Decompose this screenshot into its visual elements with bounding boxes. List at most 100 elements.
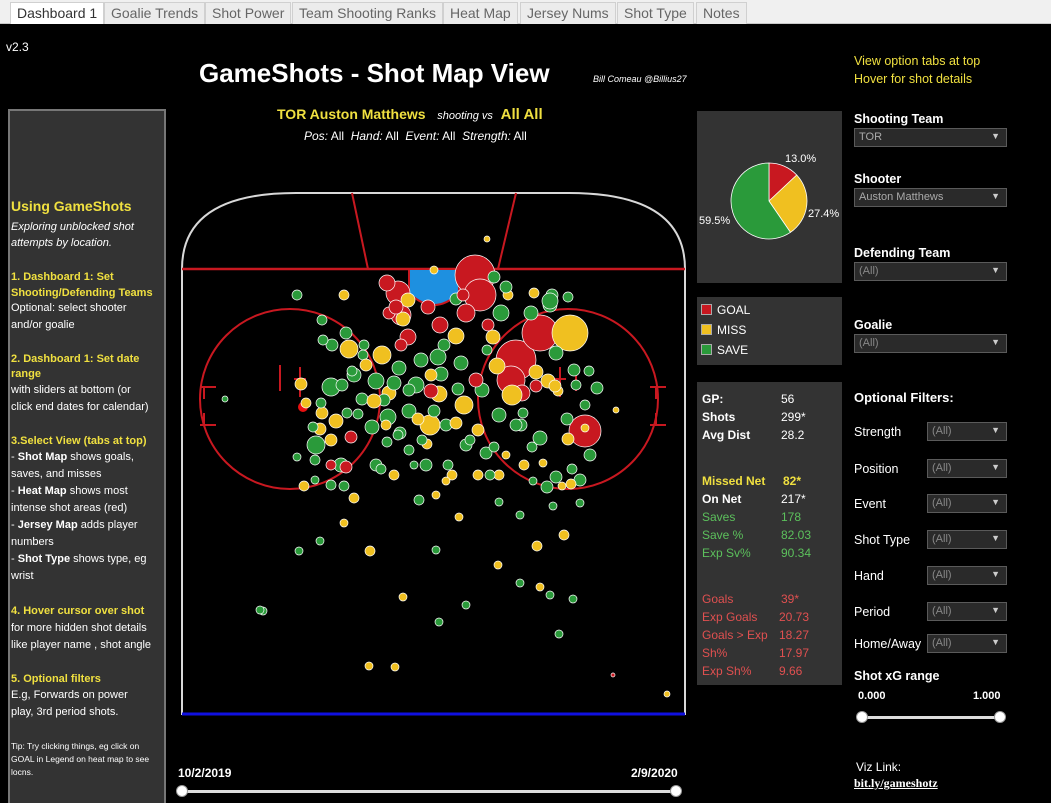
save-shot-marker[interactable] bbox=[352, 408, 364, 420]
legend-save[interactable]: SAVE bbox=[701, 343, 748, 357]
miss-shot-marker[interactable] bbox=[518, 459, 530, 471]
save-shot-marker[interactable] bbox=[255, 605, 265, 615]
goal-shot-marker[interactable] bbox=[344, 430, 358, 444]
save-shot-marker[interactable] bbox=[464, 434, 476, 446]
save-shot-marker[interactable] bbox=[481, 344, 493, 356]
miss-shot-marker[interactable] bbox=[338, 289, 350, 301]
miss-shot-marker[interactable] bbox=[411, 412, 425, 426]
save-shot-marker[interactable] bbox=[419, 458, 433, 472]
save-shot-marker[interactable] bbox=[451, 382, 465, 396]
miss-shot-marker[interactable] bbox=[535, 582, 545, 592]
outcome-pie-chart[interactable]: 13.0% 27.4% 59.5% bbox=[697, 111, 842, 283]
start-date[interactable]: 10/2/2019 bbox=[178, 766, 232, 780]
save-shot-marker[interactable] bbox=[526, 441, 538, 453]
xg-slider-min-handle[interactable] bbox=[856, 711, 868, 723]
goal-shot-marker[interactable] bbox=[388, 299, 404, 315]
save-shot-marker[interactable] bbox=[294, 546, 304, 556]
tab-goalie-trends[interactable]: Goalie Trends bbox=[104, 2, 206, 24]
save-shot-marker[interactable] bbox=[545, 590, 555, 600]
goal-shot-marker[interactable] bbox=[610, 672, 616, 678]
save-shot-marker[interactable] bbox=[346, 365, 358, 377]
miss-shot-marker[interactable] bbox=[315, 406, 329, 420]
miss-shot-marker[interactable] bbox=[348, 492, 360, 504]
end-date[interactable]: 2/9/2020 bbox=[631, 766, 678, 780]
shot-markers[interactable] bbox=[221, 235, 671, 698]
miss-shot-marker[interactable] bbox=[298, 480, 310, 492]
save-shot-marker[interactable] bbox=[549, 470, 563, 484]
rink-shot-map[interactable] bbox=[176, 185, 691, 725]
save-shot-marker[interactable] bbox=[401, 403, 417, 419]
goal-shot-marker[interactable] bbox=[456, 288, 470, 302]
tab-dashboard-1[interactable]: Dashboard 1 bbox=[10, 2, 105, 24]
pie-slice-save[interactable] bbox=[730, 162, 792, 240]
home-away-dropdown[interactable]: (All) ▼ bbox=[927, 634, 1007, 653]
tab-notes[interactable]: Notes bbox=[696, 2, 747, 24]
goal-shot-marker[interactable] bbox=[423, 383, 439, 399]
tab-shot-type[interactable]: Shot Type bbox=[617, 2, 694, 24]
save-shot-marker[interactable] bbox=[221, 395, 229, 403]
miss-shot-marker[interactable] bbox=[380, 419, 392, 431]
miss-shot-marker[interactable] bbox=[483, 235, 491, 243]
defending-team-dropdown[interactable]: (All) ▼ bbox=[854, 262, 1007, 281]
save-shot-marker[interactable] bbox=[479, 446, 493, 460]
miss-shot-marker[interactable] bbox=[447, 327, 465, 345]
miss-shot-marker[interactable] bbox=[429, 265, 439, 275]
pie-slice-miss[interactable] bbox=[768, 174, 808, 233]
save-shot-marker[interactable] bbox=[562, 291, 574, 303]
save-shot-marker[interactable] bbox=[461, 600, 471, 610]
miss-shot-marker[interactable] bbox=[493, 560, 503, 570]
miss-shot-marker[interactable] bbox=[663, 690, 671, 698]
save-shot-marker[interactable] bbox=[532, 430, 548, 446]
goal-shot-marker[interactable] bbox=[339, 460, 353, 474]
tab-heat-map[interactable]: Heat Map bbox=[443, 2, 518, 24]
miss-shot-marker[interactable] bbox=[431, 490, 441, 500]
miss-shot-marker[interactable] bbox=[472, 469, 484, 481]
save-shot-marker[interactable] bbox=[317, 334, 329, 346]
save-shot-marker[interactable] bbox=[429, 348, 447, 366]
viz-link[interactable]: bit.ly/gameshotz bbox=[854, 776, 938, 790]
miss-shot-marker[interactable] bbox=[366, 393, 382, 409]
save-shot-marker[interactable] bbox=[540, 480, 554, 494]
save-shot-marker[interactable] bbox=[291, 289, 303, 301]
save-shot-marker[interactable] bbox=[307, 421, 319, 433]
save-shot-marker[interactable] bbox=[392, 429, 404, 441]
save-shot-marker[interactable] bbox=[391, 360, 407, 376]
save-shot-marker[interactable] bbox=[434, 617, 444, 627]
goal-shot-marker[interactable] bbox=[378, 274, 396, 292]
position-dropdown[interactable]: (All) ▼ bbox=[927, 459, 1007, 478]
miss-shot-marker[interactable] bbox=[388, 469, 400, 481]
miss-shot-marker[interactable] bbox=[580, 423, 590, 433]
miss-shot-marker[interactable] bbox=[400, 292, 416, 308]
save-shot-marker[interactable] bbox=[583, 448, 597, 462]
hand-dropdown[interactable]: (All) ▼ bbox=[927, 566, 1007, 585]
period-dropdown[interactable]: (All) ▼ bbox=[927, 602, 1007, 621]
save-shot-marker[interactable] bbox=[413, 352, 429, 368]
save-shot-marker[interactable] bbox=[402, 383, 416, 397]
miss-shot-marker[interactable] bbox=[454, 395, 474, 415]
miss-shot-marker[interactable] bbox=[557, 481, 567, 491]
save-shot-marker[interactable] bbox=[431, 545, 441, 555]
date-slider-end-handle[interactable] bbox=[670, 785, 682, 797]
miss-shot-marker[interactable] bbox=[538, 458, 548, 468]
miss-shot-marker[interactable] bbox=[493, 469, 505, 481]
save-shot-marker[interactable] bbox=[341, 407, 353, 419]
save-shot-marker[interactable] bbox=[488, 441, 500, 453]
save-shot-marker[interactable] bbox=[583, 365, 595, 377]
save-shot-marker[interactable] bbox=[292, 452, 302, 462]
save-shot-marker[interactable] bbox=[325, 338, 339, 352]
save-shot-marker[interactable] bbox=[325, 479, 337, 491]
save-shot-marker[interactable] bbox=[338, 480, 350, 492]
goal-shot-marker[interactable] bbox=[325, 459, 337, 471]
shooting-team-dropdown[interactable]: TOR ▼ bbox=[854, 128, 1007, 147]
miss-shot-marker[interactable] bbox=[328, 413, 344, 429]
shot-type-dropdown[interactable]: (All) ▼ bbox=[927, 530, 1007, 549]
tab-shot-power[interactable]: Shot Power bbox=[205, 2, 292, 24]
legend-goal[interactable]: GOAL bbox=[701, 303, 750, 317]
save-shot-marker[interactable] bbox=[367, 372, 385, 390]
save-shot-marker[interactable] bbox=[335, 378, 349, 392]
save-shot-marker[interactable] bbox=[357, 349, 369, 361]
miss-shot-marker[interactable] bbox=[364, 661, 374, 671]
xg-slider-track[interactable] bbox=[862, 716, 1002, 719]
save-shot-marker[interactable] bbox=[355, 392, 369, 406]
save-shot-marker[interactable] bbox=[548, 501, 558, 511]
